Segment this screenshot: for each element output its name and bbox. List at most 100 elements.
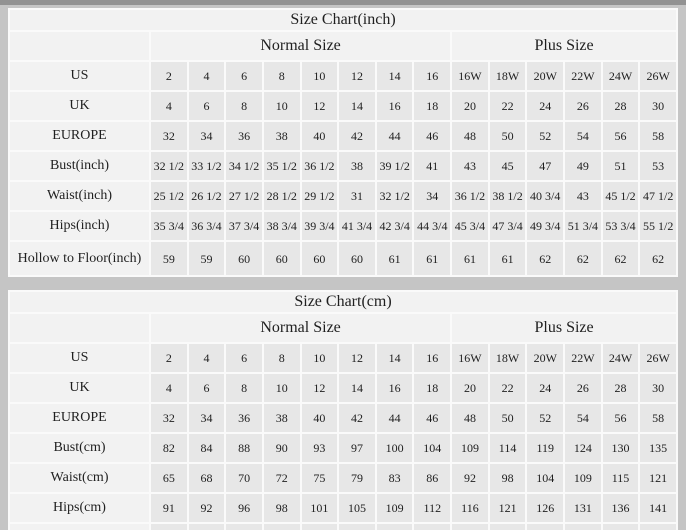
size-cell: 14 (337, 372, 377, 404)
size-cell: 98 (487, 462, 528, 494)
size-charts-container: Size Chart(inch) Normal Size Plus Size U… (0, 5, 686, 530)
size-cell: 26 (563, 90, 603, 122)
table-row: Hips(inch) 35 3/4 36 3/4 37 3/4 38 3/4 39 3/4… (8, 210, 678, 242)
group-header-normal-size: Normal Size (148, 312, 453, 344)
size-cell: 10 (299, 342, 340, 374)
size-cell: 4 (186, 60, 227, 92)
size-cell: 45 1/2 (600, 180, 641, 212)
size-cell: 8 (261, 60, 302, 92)
size-cell: 101 (299, 492, 340, 524)
size-cell: 12 (299, 90, 340, 122)
size-cell: 6 (224, 60, 264, 92)
size-cell: 62 (638, 240, 678, 277)
size-cell: 10 (299, 60, 340, 92)
size-cell: 112 (412, 492, 453, 524)
size-cell: 12 (337, 60, 377, 92)
size-cell: 43 (563, 180, 603, 212)
size-cell: 31 (337, 180, 377, 212)
size-cell: 50 (487, 402, 528, 434)
size-cell: 25 1/2 (149, 180, 189, 212)
size-cell: 124 (563, 432, 603, 464)
size-cell: 56 (600, 402, 641, 434)
size-cell: 38 1/2 (487, 180, 528, 212)
size-cell: 16 (412, 342, 453, 374)
size-cell: 36 (224, 402, 264, 434)
size-cell: 49 (563, 150, 603, 182)
group-header-row: Normal Size Plus Size (8, 30, 678, 62)
size-cell: 109 (374, 492, 415, 524)
blank-corner-cell (8, 30, 151, 62)
table-title: Size Chart(inch) (8, 8, 678, 32)
size-cell: 8 (261, 342, 302, 374)
size-cell: 52 (525, 402, 566, 434)
size-cell: 4 (149, 90, 189, 122)
size-cell: 86 (412, 462, 453, 494)
size-cell: 130 (600, 432, 641, 464)
size-cell: 48 (450, 120, 490, 152)
size-cell: 158 (525, 522, 566, 530)
size-cell: 28 1/2 (261, 180, 302, 212)
table-row: Hips(cm) 91 92 96 98 101 105 109 112 116 121 126 131… (8, 492, 678, 524)
row-label: US (8, 60, 151, 92)
size-cell: 105 (337, 492, 377, 524)
table-row: Waist(inch) 25 1/2 26 1/2 27 1/2 28 1/2 29 1/… (8, 180, 678, 212)
size-cell: 114 (487, 432, 528, 464)
size-cell: 158 (638, 522, 678, 530)
size-cell: 45 3/4 (450, 210, 490, 242)
table-row: UK 4 6 8 10 12 14 16 18 20 22 24 26 28 30 (8, 90, 678, 122)
size-cell: 60 (261, 240, 302, 277)
size-cell: 75 (299, 462, 340, 494)
size-cell: 26 1/2 (186, 180, 227, 212)
size-cell: 61 (412, 240, 453, 277)
size-cell: 2 (149, 60, 189, 92)
size-cell: 46 (412, 120, 453, 152)
size-cell: 34 1/2 (224, 150, 264, 182)
group-header-row: Normal Size Plus Size (8, 312, 678, 344)
size-cell: 79 (337, 462, 377, 494)
size-cell: 16 (374, 90, 415, 122)
size-cell: 24 (525, 372, 566, 404)
size-cell: 97 (337, 432, 377, 464)
size-cell: 38 (261, 402, 302, 434)
size-cell: 150 (261, 522, 302, 530)
size-cell: 131 (563, 492, 603, 524)
size-cell: 59 (186, 240, 227, 277)
size-cell: 45 (487, 150, 528, 182)
size-chart-cm-table: Size Chart(cm) Normal Size Plus Size US 2… (8, 290, 678, 530)
size-cell: 84 (186, 432, 227, 464)
table-row: US 2 4 6 8 10 12 14 16 16W 18W 20W 22W 24W 26W (8, 60, 678, 92)
size-cell: 20 (450, 372, 490, 404)
size-cell: 47 1/2 (638, 180, 678, 212)
size-cell: 29 1/2 (299, 180, 340, 212)
size-cell: 88 (224, 432, 264, 464)
size-cell: 53 (638, 150, 678, 182)
row-label: Bust(cm) (8, 432, 151, 464)
size-cell: 109 (450, 432, 490, 464)
size-cell: 18W (487, 60, 528, 92)
size-chart-inch-table: Size Chart(inch) Normal Size Plus Size U… (8, 8, 678, 277)
size-cell: 28 (600, 372, 641, 404)
size-cell: 155 (412, 522, 453, 530)
size-cell: 20W (525, 342, 566, 374)
size-cell: 68 (186, 462, 227, 494)
size-cell: 4 (149, 372, 189, 404)
table-row: Waist(cm) 65 68 70 72 75 79 83 86 92 98 104 109 115 12… (8, 462, 678, 494)
table-row: Hollow to Floor(cm)141147150150152152155… (8, 522, 678, 530)
size-cell: 42 3/4 (374, 210, 415, 242)
size-cell: 24W (600, 342, 641, 374)
size-cell: 36 3/4 (186, 210, 227, 242)
row-label: EUROPE (8, 402, 151, 434)
size-cell: 41 (412, 150, 453, 182)
size-cell: 40 3/4 (525, 180, 566, 212)
size-cell: 30 (638, 372, 678, 404)
size-cell: 39 1/2 (374, 150, 415, 182)
size-cell: 32 (149, 402, 189, 434)
row-label: Hollow to Floor(cm) (8, 522, 151, 530)
size-cell: 42 (337, 402, 377, 434)
size-cell: 135 (638, 432, 678, 464)
size-cell: 59 (149, 240, 189, 277)
size-cell: 44 (374, 402, 415, 434)
size-cell: 36 1/2 (299, 150, 340, 182)
size-cell: 26W (638, 60, 678, 92)
size-cell: 12 (337, 342, 377, 374)
